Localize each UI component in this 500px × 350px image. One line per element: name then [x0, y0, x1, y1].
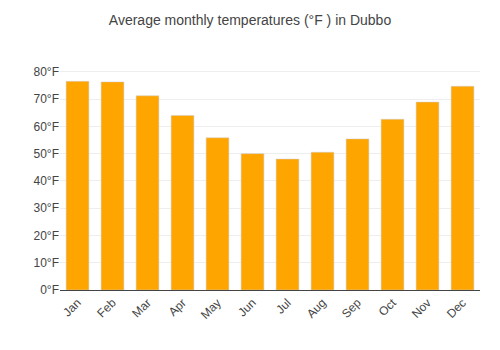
svg-text:Jan: Jan — [60, 296, 84, 320]
svg-text:Jun: Jun — [235, 296, 259, 320]
svg-text:Mar: Mar — [129, 296, 154, 321]
svg-text:Apr: Apr — [166, 296, 189, 319]
svg-text:Nov: Nov — [409, 296, 434, 321]
svg-text:80°F: 80°F — [34, 65, 59, 79]
svg-text:Jul: Jul — [273, 296, 294, 317]
svg-text:Sep: Sep — [339, 296, 364, 321]
svg-text:70°F: 70°F — [34, 92, 59, 106]
svg-text:60°F: 60°F — [34, 120, 59, 134]
svg-text:Dec: Dec — [444, 296, 469, 321]
svg-text:20°F: 20°F — [34, 229, 59, 243]
svg-text:40°F: 40°F — [34, 174, 59, 188]
svg-text:Average monthly temperatures (: Average monthly temperatures (°F ) in Du… — [109, 12, 392, 28]
svg-text:May: May — [198, 296, 224, 322]
svg-text:Oct: Oct — [376, 295, 400, 319]
svg-text:Feb: Feb — [94, 296, 119, 321]
svg-text:Aug: Aug — [304, 296, 329, 321]
svg-text:10°F: 10°F — [34, 256, 59, 270]
svg-text:30°F: 30°F — [34, 201, 59, 215]
svg-text:0°F: 0°F — [40, 283, 59, 297]
svg-text:50°F: 50°F — [34, 147, 59, 161]
